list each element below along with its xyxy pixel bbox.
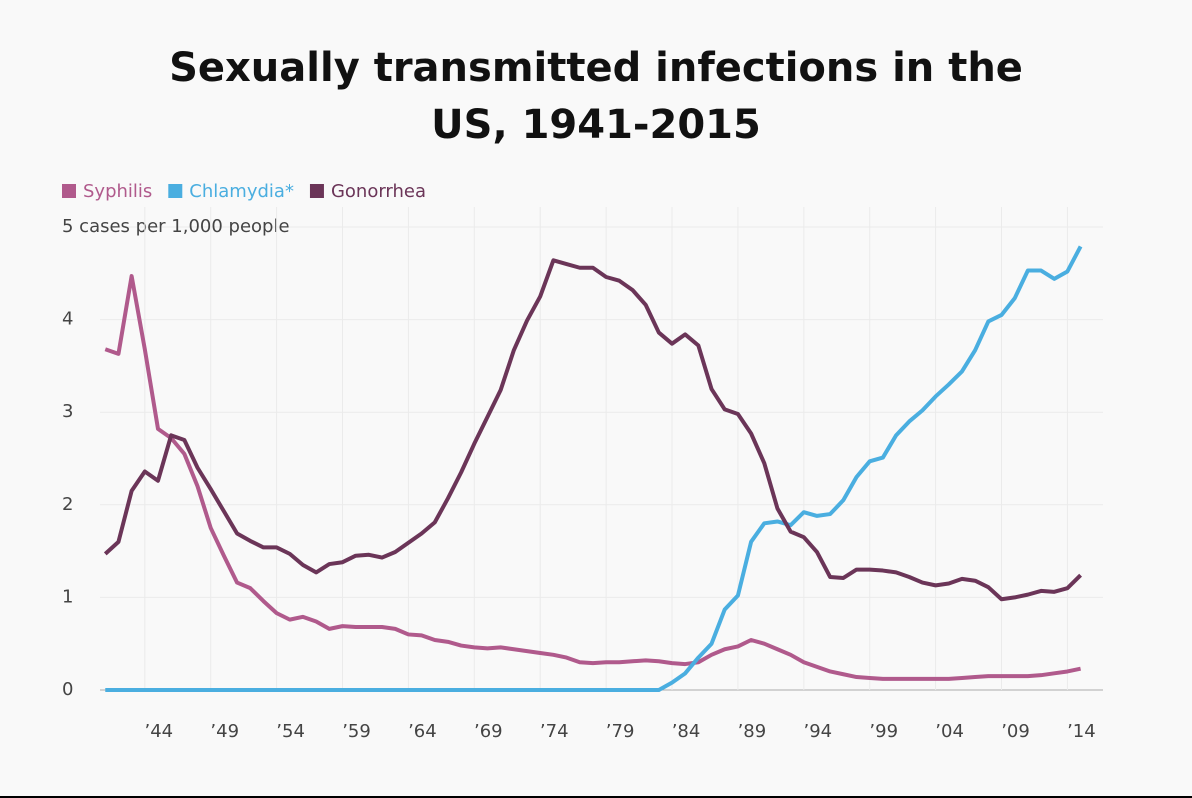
y-tick-label: 2 bbox=[62, 494, 73, 515]
x-tick-label: ’59 bbox=[342, 721, 371, 742]
series-line bbox=[105, 245, 1083, 692]
x-tick-label: ’14 bbox=[1067, 721, 1096, 742]
x-tick-label: ’44 bbox=[144, 721, 173, 742]
x-tick-label: ’69 bbox=[474, 721, 503, 742]
x-tick-label: ’89 bbox=[738, 721, 767, 742]
x-tick-label: ’09 bbox=[1001, 721, 1030, 742]
x-tick-label: ’54 bbox=[276, 721, 305, 742]
x-tick-label: ’84 bbox=[672, 721, 701, 742]
legend-swatch bbox=[168, 184, 183, 198]
y-tick-label: 5 cases per 1,000 people bbox=[62, 216, 290, 237]
x-tick-label: ’94 bbox=[803, 721, 832, 742]
x-tick-label: ’04 bbox=[935, 721, 964, 742]
legend-label: Gonorrhea bbox=[331, 181, 426, 202]
x-tick-label: ’74 bbox=[540, 721, 569, 742]
legend-swatch bbox=[62, 184, 76, 198]
y-tick-label: 4 bbox=[62, 309, 73, 330]
y-tick-label: 3 bbox=[62, 401, 73, 422]
legend-swatch bbox=[309, 184, 324, 198]
series-line bbox=[103, 258, 1082, 602]
x-tick-label: ’49 bbox=[210, 721, 239, 742]
y-tick-label: 0 bbox=[62, 679, 73, 700]
x-tick-label: ’99 bbox=[869, 721, 898, 742]
legend-label: Chlamydia* bbox=[189, 181, 294, 202]
x-tick-label: ’64 bbox=[408, 721, 437, 742]
x-tick-label: ’79 bbox=[606, 721, 635, 742]
series-line bbox=[104, 274, 1082, 681]
y-tick-label: 1 bbox=[62, 586, 73, 607]
chart-title: Sexually transmitted infections in the U… bbox=[169, 45, 1023, 148]
legend-label: Syphilis bbox=[83, 181, 152, 202]
